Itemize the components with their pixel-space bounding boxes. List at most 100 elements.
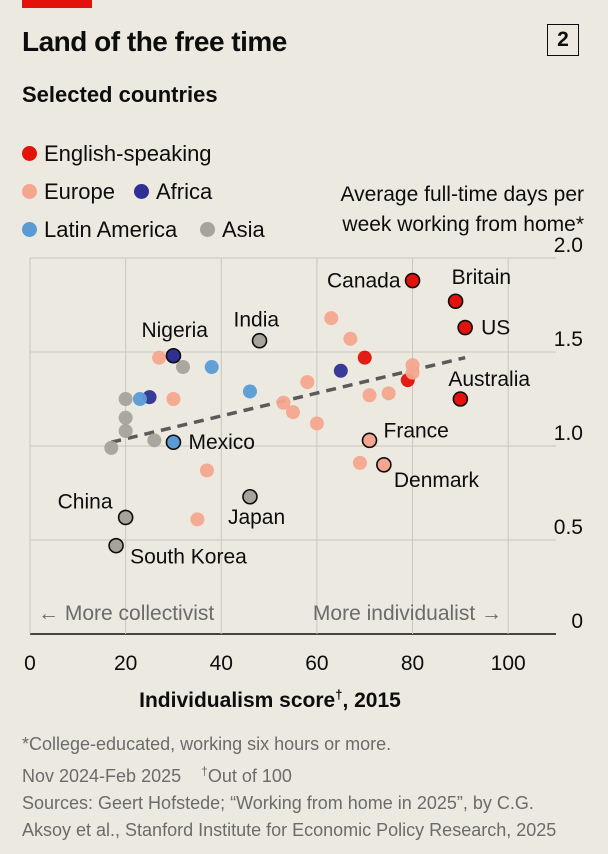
data-point [357, 350, 372, 365]
chart-number-badge: 2 [547, 24, 579, 56]
y-axis-title-line2: week working from home* [342, 213, 584, 236]
legend-label: Europe [44, 179, 115, 204]
x-tick-label: 40 [210, 652, 233, 675]
x-tick-label: 80 [401, 652, 424, 675]
legend-label: English-speaking [44, 141, 212, 166]
data-point-nigeria [165, 347, 182, 364]
annotation-more-individualist: More individualist → [313, 602, 502, 625]
tick-labels: 0 20 40 60 80 100 0 0.5 1.0 1.5 2.0 [24, 234, 583, 675]
legend-dot-latin-america [22, 221, 37, 237]
x-tick-label: 100 [491, 652, 526, 675]
trend-line-layer [110, 355, 466, 444]
y-tick-label: 1.5 [554, 328, 583, 351]
data-point [166, 392, 181, 406]
footnote-line: Nov 2024-Feb 2025 †Out of 100 [22, 758, 556, 790]
data-point-china [117, 509, 134, 526]
legend-label: Asia [222, 217, 265, 242]
x-tick-label: 60 [305, 652, 328, 675]
data-point [276, 395, 291, 410]
legend-item-latin-america: Latin America [22, 217, 177, 243]
x-tick-label: 20 [114, 652, 137, 675]
point-label-us: US [481, 317, 510, 340]
footnote-date: Nov 2024-Feb 2025 [22, 766, 182, 786]
x-axis-title-suffix: , 2015 [342, 689, 401, 712]
legend-item-english-speaking: English-speaking [22, 141, 212, 167]
data-point [147, 433, 162, 448]
data-point-india [251, 332, 268, 349]
data-point [309, 416, 324, 431]
y-axis-title-line1: Average full-time days per [340, 183, 584, 206]
data-point-denmark [376, 456, 392, 473]
x-axis-title-marker: † [335, 687, 343, 702]
legend-label: Latin America [44, 217, 178, 242]
data-point [176, 360, 191, 375]
data-point [199, 463, 214, 478]
point-label-mexico: Mexico [188, 431, 255, 454]
chart-title: Land of the free time [22, 26, 287, 57]
footnote-line: *College-educated, working six hours or … [22, 734, 392, 754]
data-point [190, 512, 205, 527]
legend-item-africa: Africa [134, 179, 212, 205]
point-label-south-korea: South Korea [130, 546, 247, 569]
x-axis-title-text: Individualism score [139, 689, 336, 712]
grid-lines [29, 257, 556, 635]
point-label-nigeria: Nigeria [141, 319, 208, 342]
point-label-canada: Canada [327, 270, 401, 293]
data-point [286, 405, 300, 420]
y-axis-title: Average full-time days per week working … [340, 180, 584, 240]
chart-subtitle: Selected countries [22, 82, 218, 107]
data-point [204, 360, 219, 375]
data-point [118, 392, 133, 406]
point-label-china: China [58, 490, 113, 513]
data-point-mexico [165, 434, 182, 451]
data-points [104, 272, 473, 554]
legend-dot-africa [134, 183, 149, 199]
footnote-sources-line: Aksoy et al., Stanford Institute for Eco… [22, 820, 557, 840]
data-point-canada [404, 272, 421, 289]
x-tick-label: 0 [24, 652, 36, 675]
data-point [324, 311, 339, 326]
legend-item-asia: Asia [200, 217, 265, 243]
data-point [405, 365, 420, 380]
data-point [333, 363, 348, 378]
data-point [352, 455, 367, 470]
legend-label: Africa [156, 179, 213, 204]
data-point-us [457, 319, 473, 336]
data-point [152, 350, 167, 365]
data-point-south-korea [108, 537, 124, 554]
point-label-japan: Japan [228, 506, 285, 529]
data-point-australia [452, 391, 469, 407]
y-tick-label: 0 [571, 610, 583, 633]
point-label-france: France [384, 419, 449, 442]
y-tick-label: 1.0 [554, 422, 583, 445]
point-labels: Canada Britain US Australia France Denmark Nig… [58, 266, 531, 568]
data-point-britain [447, 293, 464, 310]
footnote-out-of: Out of 100 [207, 766, 292, 786]
legend-dot-europe [22, 183, 37, 199]
data-point [104, 440, 119, 455]
data-point [362, 388, 377, 403]
y-tick-label: 0.5 [554, 516, 583, 539]
data-point [381, 386, 396, 401]
data-point-japan [242, 488, 258, 505]
data-point-france [361, 432, 378, 449]
point-label-denmark: Denmark [394, 469, 480, 492]
data-point [242, 384, 257, 399]
footnotes: *College-educated, working six hours or … [22, 731, 556, 844]
annotation-more-collectivist: ← More collectivist [38, 602, 214, 625]
data-point [300, 375, 315, 390]
point-label-britain: Britain [452, 266, 512, 289]
point-label-india: India [234, 309, 280, 332]
brand-red-tab [22, 0, 92, 8]
legend-item-europe: Europe [22, 179, 115, 205]
data-point [132, 392, 147, 406]
trend-line [110, 355, 466, 444]
footnote-sources-line: Sources: Geert Hofstede; “Working from h… [22, 793, 534, 813]
data-point [343, 331, 358, 346]
y-tick-label: 2.0 [554, 234, 583, 257]
footnote-marker: † [201, 764, 208, 778]
data-point [118, 410, 133, 425]
x-axis-title: Individualism score†, 2015 [0, 687, 540, 713]
legend-dot-asia [200, 221, 215, 237]
